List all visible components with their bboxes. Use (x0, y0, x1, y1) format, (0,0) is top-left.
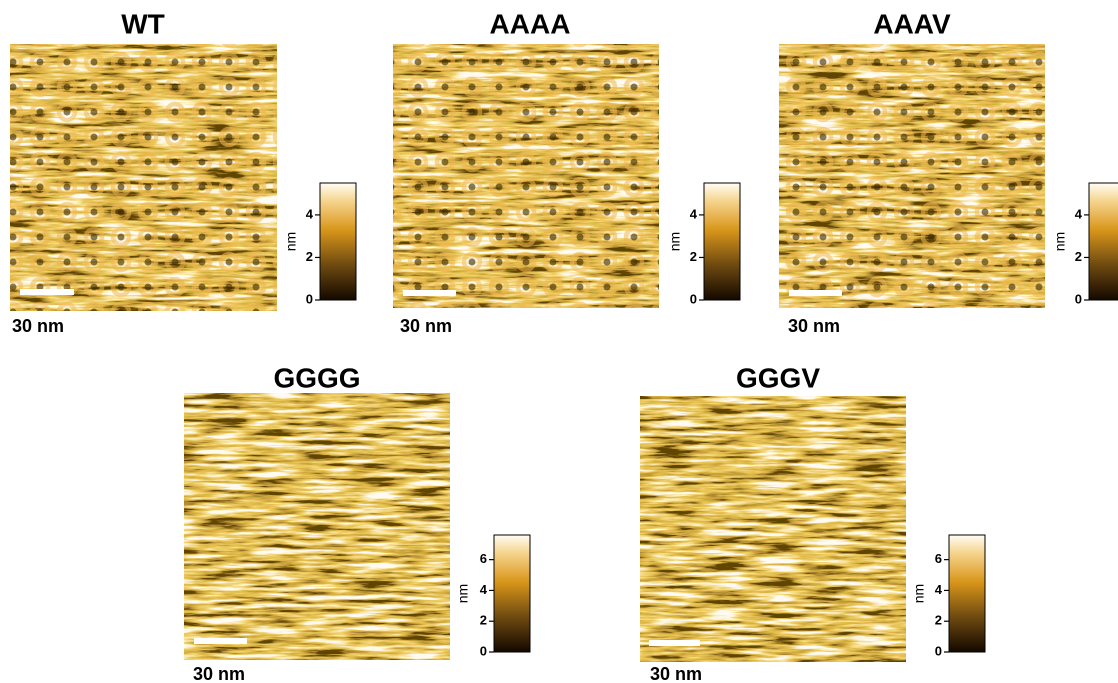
scale-bar (403, 290, 456, 296)
colorbar-tick-label: 2 (306, 249, 313, 264)
figure: WT 30 nm 0 2 4 nm AAAA 30 nm 0 2 4 nm AAAV 30 nm 0 2 4 nm… (0, 0, 1118, 683)
colorbar-tick-label: 0 (480, 643, 487, 658)
afm-image (640, 396, 906, 662)
colorbar-tick-label: 0 (690, 291, 697, 306)
colorbar (949, 535, 985, 652)
scale-bar-label: 30 nm (193, 664, 245, 683)
colorbar-unit: nm (911, 584, 927, 603)
colorbar-tick-label: 4 (306, 206, 314, 221)
scale-bar (649, 640, 700, 646)
colorbar-tick-label: 2 (935, 613, 942, 628)
colorbar-tick-label: 0 (935, 643, 942, 658)
scale-bar-label: 30 nm (788, 316, 840, 336)
panel-title: GGGG (273, 362, 360, 393)
colorbar-tick-label: 0 (1075, 291, 1082, 306)
colorbar-tick-label: 4 (690, 206, 698, 221)
afm-rings (779, 44, 1045, 308)
colorbar (704, 183, 740, 300)
panel-title: GGGV (736, 362, 820, 393)
colorbar-tick-label: 6 (480, 551, 487, 566)
colorbar-tick-label: 0 (306, 291, 313, 306)
scale-bar (20, 289, 74, 295)
colorbar-tick-label: 4 (935, 582, 943, 597)
afm-rings (393, 44, 659, 308)
panel-title: WT (121, 8, 165, 39)
afm-rings (10, 44, 277, 311)
scale-bar-label: 30 nm (12, 316, 64, 336)
scale-bar-label: 30 nm (650, 664, 702, 683)
scale-bar (194, 638, 247, 644)
scale-bar-label: 30 nm (400, 316, 452, 336)
scale-bar (789, 290, 842, 296)
colorbar-unit: nm (455, 584, 471, 603)
colorbar-tick-label: 6 (935, 551, 942, 566)
afm-image (184, 393, 450, 660)
colorbar (1089, 183, 1118, 300)
colorbar-tick-label: 2 (1075, 249, 1082, 264)
colorbar (494, 535, 530, 652)
colorbar-tick-label: 2 (480, 613, 487, 628)
colorbar-unit: nm (283, 232, 299, 251)
colorbar-tick-label: 2 (690, 249, 697, 264)
colorbar-unit: nm (667, 232, 683, 251)
colorbar-tick-label: 4 (480, 582, 488, 597)
colorbar (320, 183, 356, 300)
colorbar-unit: nm (1052, 232, 1068, 251)
colorbar-tick-label: 4 (1075, 206, 1083, 221)
panel-title: AAAV (873, 8, 951, 39)
panel-title: AAAA (490, 8, 571, 39)
